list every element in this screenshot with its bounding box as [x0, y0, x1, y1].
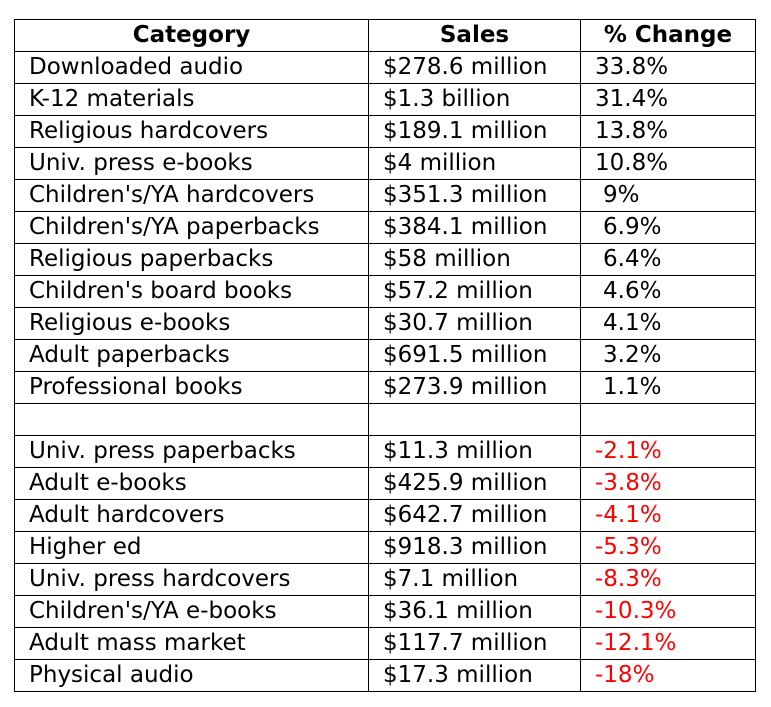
category-cell: Univ. press hardcovers [14, 563, 369, 596]
category-cell: Children's/YA paperbacks [14, 211, 369, 244]
table-row: Higher ed $918.3 million -5.3% [14, 531, 756, 564]
table-row: Religious e-books $30.7 million 4.1% [14, 307, 756, 340]
change-cell: -12.1% [580, 627, 756, 660]
sales-cell [368, 403, 581, 436]
change-cell: -10.3% [580, 595, 756, 628]
change-cell: -18% [580, 659, 756, 692]
sales-cell: $425.9 million [368, 467, 581, 500]
change-cell: 1.1% [580, 371, 756, 404]
change-cell: -8.3% [580, 563, 756, 596]
sales-cell: $273.9 million [368, 371, 581, 404]
change-cell: 9% [580, 179, 756, 212]
header-row: Category Sales % Change [14, 19, 756, 52]
sales-cell: $30.7 million [368, 307, 581, 340]
category-cell: Religious paperbacks [14, 243, 369, 276]
sales-cell: $4 million [368, 147, 581, 180]
table-row: Children's/YA e-books $36.1 million -10.3% [14, 595, 756, 628]
change-cell: 4.6% [580, 275, 756, 308]
sales-cell: $351.3 million [368, 179, 581, 212]
table-row: Children's board books $57.2 million 4.6% [14, 275, 756, 308]
sales-cell: $11.3 million [368, 435, 581, 468]
table-row: Univ. press e-books $4 million 10.8% [14, 147, 756, 180]
table-row: Univ. press paperbacks $11.3 million -2.1% [14, 435, 756, 468]
change-cell: 6.9% [580, 211, 756, 244]
category-cell: Religious e-books [14, 307, 369, 340]
category-cell: Children's/YA hardcovers [14, 179, 369, 212]
table-row: Physical audio $17.3 million -18% [14, 659, 756, 692]
sales-table-container: Category Sales % Change Downloaded audio… [14, 19, 756, 692]
change-cell: 4.1% [580, 307, 756, 340]
category-cell: Adult e-books [14, 467, 369, 500]
change-cell: -4.1% [580, 499, 756, 532]
category-cell: Downloaded audio [14, 51, 369, 84]
category-cell: Higher ed [14, 531, 369, 564]
table-row: Adult mass market $117.7 million -12.1% [14, 627, 756, 660]
table-row: Univ. press hardcovers $7.1 million -8.3% [14, 563, 756, 596]
table-row: Downloaded audio $278.6 million 33.8% [14, 51, 756, 84]
change-cell: 31.4% [580, 83, 756, 116]
category-cell: Adult hardcovers [14, 499, 369, 532]
change-cell: -5.3% [580, 531, 756, 564]
category-cell: Univ. press e-books [14, 147, 369, 180]
category-cell: Professional books [14, 371, 369, 404]
table-row-spacer [14, 403, 756, 436]
header-sales: Sales [368, 19, 581, 52]
sales-cell: $642.7 million [368, 499, 581, 532]
change-cell: 10.8% [580, 147, 756, 180]
sales-cell: $384.1 million [368, 211, 581, 244]
header-change: % Change [580, 19, 756, 52]
sales-cell: $17.3 million [368, 659, 581, 692]
change-cell: 6.4% [580, 243, 756, 276]
sales-cell: $57.2 million [368, 275, 581, 308]
category-cell [14, 403, 369, 436]
sales-table: Category Sales % Change Downloaded audio… [14, 19, 756, 692]
sales-cell: $7.1 million [368, 563, 581, 596]
sales-cell: $58 million [368, 243, 581, 276]
table-body: Downloaded audio $278.6 million 33.8% K-12… [14, 51, 756, 692]
sales-cell: $117.7 million [368, 627, 581, 660]
table-row: Adult paperbacks $691.5 million 3.2% [14, 339, 756, 372]
sales-cell: $691.5 million [368, 339, 581, 372]
table-row: Children's/YA paperbacks $384.1 million 6.… [14, 211, 756, 244]
change-cell: -2.1% [580, 435, 756, 468]
table-row: Children's/YA hardcovers $351.3 million 9% [14, 179, 756, 212]
table-row: Religious hardcovers $189.1 million 13.8% [14, 115, 756, 148]
category-cell: Physical audio [14, 659, 369, 692]
change-cell: -3.8% [580, 467, 756, 500]
category-cell: Univ. press paperbacks [14, 435, 369, 468]
table-row: Professional books $273.9 million 1.1% [14, 371, 756, 404]
sales-cell: $278.6 million [368, 51, 581, 84]
change-cell: 33.8% [580, 51, 756, 84]
sales-cell: $918.3 million [368, 531, 581, 564]
category-cell: Children's board books [14, 275, 369, 308]
change-cell: 13.8% [580, 115, 756, 148]
table-row: K-12 materials $1.3 billion 31.4% [14, 83, 756, 116]
header-category: Category [14, 19, 369, 52]
category-cell: Adult mass market [14, 627, 369, 660]
change-cell: 3.2% [580, 339, 756, 372]
sales-cell: $36.1 million [368, 595, 581, 628]
category-cell: Religious hardcovers [14, 115, 369, 148]
table-row: Adult e-books $425.9 million -3.8% [14, 467, 756, 500]
change-cell [580, 403, 756, 436]
category-cell: K-12 materials [14, 83, 369, 116]
category-cell: Children's/YA e-books [14, 595, 369, 628]
table-row: Religious paperbacks $58 million 6.4% [14, 243, 756, 276]
table-row: Adult hardcovers $642.7 million -4.1% [14, 499, 756, 532]
category-cell: Adult paperbacks [14, 339, 369, 372]
sales-cell: $1.3 billion [368, 83, 581, 116]
sales-cell: $189.1 million [368, 115, 581, 148]
